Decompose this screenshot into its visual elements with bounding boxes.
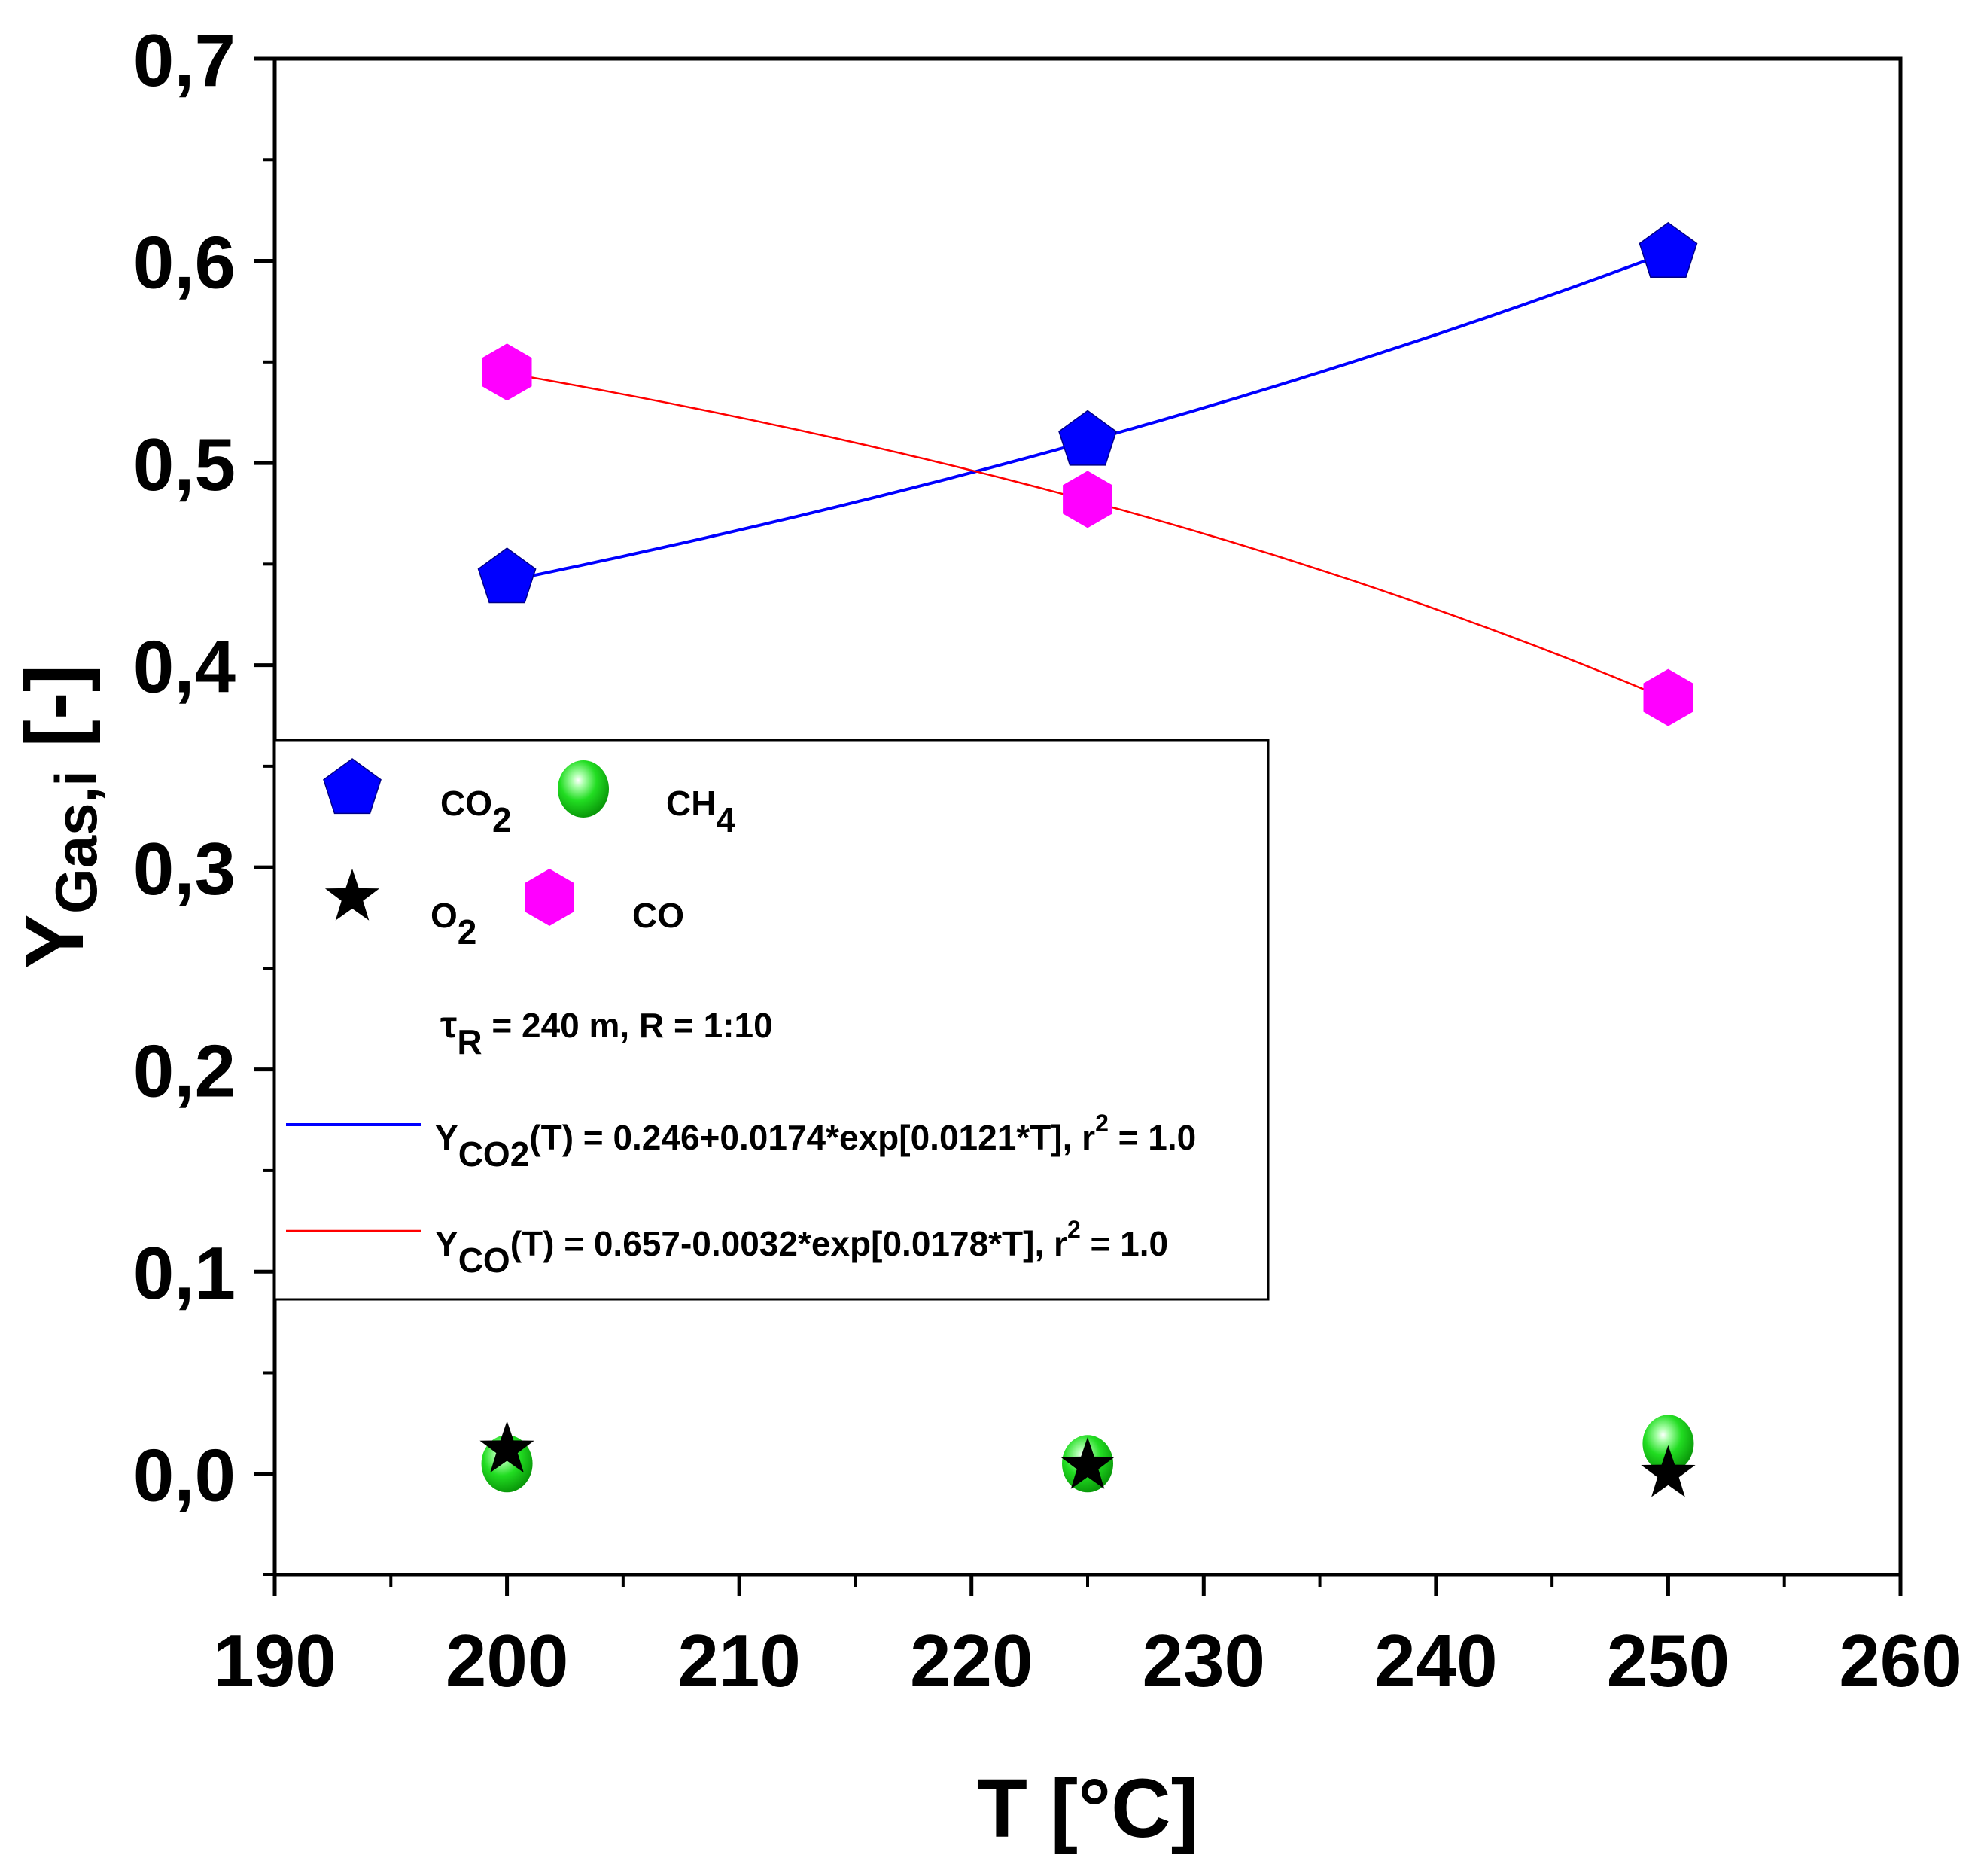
co-point xyxy=(1063,471,1112,528)
x-tick-label: 260 xyxy=(1839,1619,1962,1702)
x-tick-label: 220 xyxy=(910,1619,1033,1702)
y-tick-label: 0,0 xyxy=(133,1434,236,1517)
co2-point xyxy=(477,547,537,604)
legend-ch4-label: CH4 xyxy=(666,784,735,839)
legend: CO2 CH4 O2 CO τR = 240 m, R = 1:10 YCO2(… xyxy=(286,758,1196,1280)
y-tick-label: 0,2 xyxy=(133,1030,236,1113)
o2-point xyxy=(1641,1445,1696,1497)
legend-co2-label: CO2 xyxy=(440,784,512,839)
x-tick-label: 230 xyxy=(1143,1619,1266,1702)
legend-o2-marker xyxy=(324,869,380,921)
data-markers xyxy=(477,221,1698,1497)
co2-point xyxy=(1639,221,1698,278)
y-tick-label: 0,7 xyxy=(133,19,236,102)
legend-box xyxy=(273,739,1270,1301)
legend-co2-fit-label: YCO2(T) = 0.246+0.0174*exp[0.0121*T], r2… xyxy=(435,1110,1196,1174)
x-tick-label: 210 xyxy=(677,1619,801,1702)
legend-co-label: CO xyxy=(632,896,684,935)
y-tick-label: 0,4 xyxy=(133,626,236,708)
y-tick-label: 0,3 xyxy=(133,827,236,910)
y-tick-label: 0,6 xyxy=(133,221,236,304)
legend-annotation: τR = 240 m, R = 1:10 xyxy=(440,1003,773,1061)
legend-ch4-marker xyxy=(558,760,609,818)
x-tick-label: 190 xyxy=(213,1619,336,1702)
o2-point xyxy=(479,1421,534,1473)
o2-point xyxy=(1060,1437,1115,1489)
legend-co2-marker xyxy=(323,758,382,815)
x-tick-label: 240 xyxy=(1374,1619,1498,1702)
legend-o2-symbol xyxy=(324,869,380,921)
legend-co-marker xyxy=(525,869,574,926)
x-tick-label: 250 xyxy=(1607,1619,1730,1702)
x-axis-label: T [°C] xyxy=(977,1762,1198,1855)
x-tick-label: 200 xyxy=(446,1619,569,1702)
legend-o2-label: O2 xyxy=(431,896,476,952)
y-tick-label: 0,5 xyxy=(133,423,236,506)
legend-co2-symbol xyxy=(323,758,382,815)
legend-co-symbol xyxy=(525,869,574,926)
co2-point xyxy=(1058,410,1117,466)
axis-ticks xyxy=(254,56,1903,1596)
co-point xyxy=(1643,668,1693,726)
legend-co-fit-label: YCO(T) = 0.657-0.0032*exp[0.0178*T], r2 … xyxy=(435,1216,1168,1280)
tick-labels: 190 200 210 220 230 240 250 260 0,0 0,1 0,2 0,3 0,4 0… xyxy=(133,19,1962,1702)
y-tick-label: 0,1 xyxy=(133,1232,236,1314)
legend-ch4-symbol xyxy=(558,760,609,818)
ch4-point xyxy=(1642,1415,1694,1472)
co-point xyxy=(482,343,532,401)
y-axis-label: YGas,i [-] xyxy=(8,665,109,970)
